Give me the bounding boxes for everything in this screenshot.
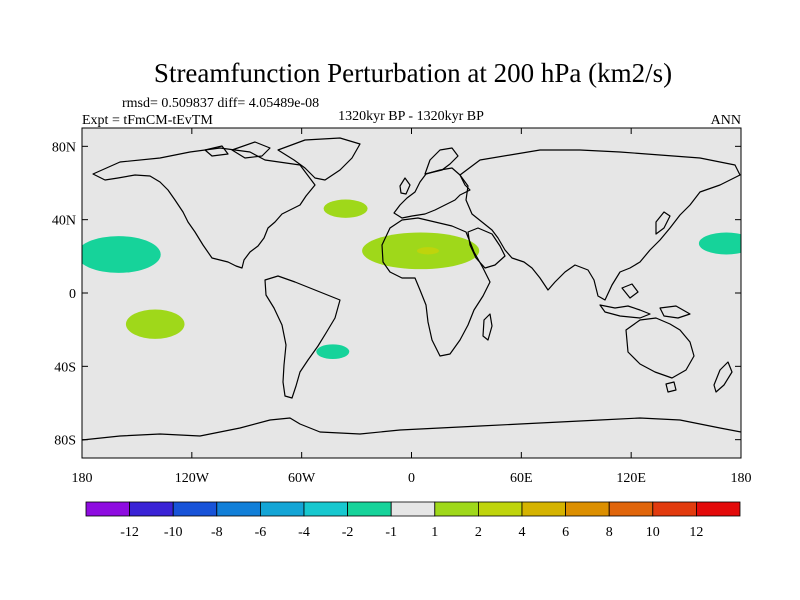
coast-japan	[655, 211, 671, 235]
colorbar-label: -10	[164, 525, 183, 540]
coast-british-isles	[399, 177, 411, 195]
colorbar-swatch	[259, 501, 305, 517]
anomaly-south-atlantic-negative	[316, 344, 350, 359]
colorbar-swatch	[216, 501, 261, 517]
colorbar-label: 12	[689, 525, 703, 540]
coast-greenland	[277, 137, 361, 181]
colorbar-label: 6	[562, 525, 569, 540]
season-label: ANN	[711, 113, 741, 128]
colorbar-swatch	[172, 501, 218, 517]
colorbar-swatch	[608, 501, 654, 517]
coast-south-america	[264, 275, 341, 399]
x-tick-label: 120W	[175, 471, 210, 486]
colorbar-swatch	[565, 501, 610, 517]
colorbar-swatch	[129, 501, 174, 517]
stats-label: rmsd= 0.509837 diff= 4.05489e-08	[122, 96, 319, 111]
coast-new-guinea	[659, 305, 691, 319]
plot-title: Streamfunction Perturbation at 200 hPa (…	[154, 58, 672, 88]
colorbar-swatch	[652, 501, 697, 517]
coast-antarctica	[82, 417, 741, 441]
y-tick-label: 0	[69, 287, 76, 302]
coastlines	[82, 137, 741, 441]
colorbar-label: 8	[606, 525, 613, 540]
colorbar-label: 10	[646, 525, 660, 540]
experiment-label: Expt = tFmCM-tEvTM	[82, 113, 213, 128]
coast-europe	[393, 167, 471, 219]
colorbar-label: -6	[255, 525, 267, 540]
coast-africa	[381, 217, 491, 357]
period-label: 1320kyr BP - 1320kyr BP	[338, 109, 484, 124]
colorbar-label: 4	[519, 525, 526, 540]
anomaly-north-atlantic-positive	[323, 199, 368, 218]
x-tick-label: 120E	[616, 471, 646, 486]
y-tick-label: 40S	[54, 360, 76, 375]
y-tick-label: 40N	[52, 214, 76, 229]
x-tick-label: 0	[408, 471, 415, 486]
colorbar-label: 2	[475, 525, 482, 540]
colorbar-label: 1	[431, 525, 438, 540]
map-area	[82, 128, 741, 458]
axes: 180 120W 60W 0 60E 120E 180 80N 40N 0 40S 80S	[52, 128, 752, 486]
colorbar-swatch	[434, 501, 479, 517]
colorbar-swatch	[85, 501, 130, 517]
y-tick-label: 80S	[54, 434, 76, 449]
colorbar-swatch	[303, 501, 348, 517]
colorbar-label: -8	[211, 525, 223, 540]
colorbar-swatch	[390, 501, 436, 517]
anomaly-north-pacific-east-negative	[698, 232, 741, 255]
coast-arctic-islands	[204, 141, 271, 159]
coast-australia	[625, 317, 695, 379]
x-tick-label: 60E	[510, 471, 533, 486]
coast-asia	[459, 149, 741, 301]
coast-arabia	[467, 227, 506, 269]
coast-indonesia	[599, 283, 651, 319]
coast-new-zealand	[713, 361, 733, 393]
x-tick-label: 60W	[288, 471, 316, 486]
colorbar-label: -12	[120, 525, 139, 540]
coast-scandinavia	[424, 147, 459, 175]
colorbar-swatch	[521, 501, 566, 517]
coast-tasmania	[665, 381, 677, 393]
colorbar-label: -2	[342, 525, 354, 540]
coast-madagascar	[482, 313, 493, 341]
x-tick-label: 180	[72, 471, 93, 486]
y-tick-label: 80N	[52, 140, 76, 155]
map-background	[82, 128, 741, 458]
colorbar-swatch	[347, 501, 392, 517]
colorbar: -12 -10 -8 -6 -4 -2 -1 1 2 4 6 8 10 12	[85, 501, 741, 540]
anomaly-north-pacific-west-negative	[82, 236, 161, 273]
anomaly-africa-core-positive	[416, 247, 439, 255]
colorbar-label: -4	[298, 525, 310, 540]
x-tick-label: 180	[731, 471, 752, 486]
anomaly-south-pacific-positive	[125, 309, 185, 339]
colorbar-label: -1	[385, 525, 397, 540]
colorbar-swatch	[696, 501, 741, 517]
coast-north-america	[92, 147, 316, 269]
colorbar-swatch	[477, 501, 523, 517]
